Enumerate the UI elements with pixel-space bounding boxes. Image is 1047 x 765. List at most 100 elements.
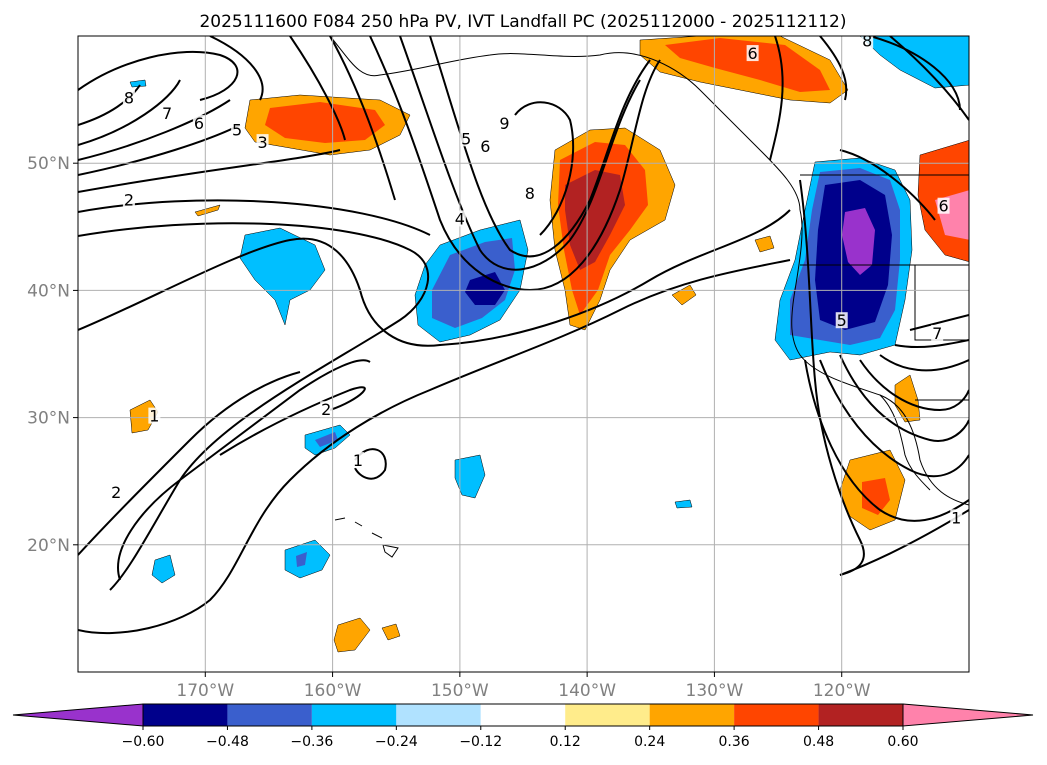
contour-label: 8 — [124, 89, 134, 108]
map-frame — [77, 35, 970, 673]
pv-anomaly-negative-central-core — [465, 272, 505, 305]
contour-label: 8 — [525, 184, 535, 203]
contour-label: 5 — [837, 311, 847, 330]
x-tick-label: 120°W — [813, 681, 871, 701]
colorbar-segment — [649, 704, 735, 726]
contour-line — [839, 354, 969, 442]
pv-anomaly-positive-coastal-small — [754, 235, 775, 253]
pv-anomaly-positive-northeast-core — [665, 38, 830, 92]
colorbar-tick-label: −0.12 — [459, 734, 502, 750]
contour-line — [78, 149, 341, 193]
x-tick-label: 150°W — [431, 681, 489, 701]
colorbar-frame — [142, 703, 904, 727]
contour-label: 2 — [124, 190, 134, 209]
contour-line — [889, 36, 969, 121]
contour-label-bg — [161, 104, 174, 121]
contour-label-bg — [231, 121, 244, 138]
contour-label-bg — [931, 324, 944, 341]
contour-line — [869, 36, 961, 111]
contour-line — [78, 124, 241, 176]
y-axis-ticks: 20°N 30°N 40°N 50°N — [27, 154, 78, 556]
contour-label: 5 — [461, 129, 471, 148]
contour-line — [78, 371, 301, 556]
pv-anomaly-negative-near-hawaii — [284, 539, 331, 579]
coastline-alaska — [329, 36, 801, 211]
contour-label: 2 — [321, 400, 331, 419]
colorbar-tick-label: 0.60 — [887, 734, 918, 750]
coastlines — [329, 36, 969, 558]
pv-anomaly-negative-west-small — [151, 554, 176, 584]
contour-line — [804, 359, 969, 522]
contour-line — [429, 36, 651, 258]
x-tick-label: 130°W — [686, 681, 744, 701]
x-tick-label: 140°W — [558, 681, 616, 701]
contour-line — [879, 354, 969, 372]
colorbar-segment — [818, 704, 903, 726]
contour-line — [354, 448, 387, 480]
map-background — [78, 36, 969, 672]
contour-line — [894, 339, 969, 349]
coastline-hawaii-1 — [334, 517, 399, 558]
colorbar-segment — [565, 704, 650, 726]
contour-label-bg — [110, 483, 123, 500]
contour-line — [78, 99, 231, 161]
colorbar-tick-label: 0.36 — [719, 734, 750, 750]
colorbar-tick-label: 0.24 — [634, 734, 665, 750]
contour-label-bg — [523, 185, 536, 201]
contour-label-bg — [192, 115, 205, 132]
contour-label: 4 — [455, 209, 465, 228]
colorbar-tick-label: −0.60 — [122, 734, 165, 750]
pv-anomaly-positive-central-core — [565, 170, 625, 270]
contour-label: 6 — [480, 137, 490, 156]
x-tick-label: 170°W — [176, 681, 234, 701]
x-tick-label: 160°W — [304, 681, 362, 701]
contour-line — [78, 79, 181, 146]
colorbar-tick-label: −0.36 — [290, 734, 333, 750]
chart-title: 2025111600 F084 250 hPa PV, IVT Landfall… — [199, 12, 846, 32]
contour-label: 2 — [111, 483, 121, 502]
contour-label-bg — [835, 312, 848, 329]
pv-anomaly-negative-west-coast-core — [842, 208, 875, 275]
pv-filled-contours — [129, 36, 969, 653]
contour-line — [819, 359, 969, 478]
colorbar-segment — [480, 704, 566, 726]
contour-label-bg — [122, 191, 135, 208]
contour-label: 5 — [232, 120, 242, 139]
colorbar-segment — [396, 704, 481, 726]
contour-line — [399, 36, 641, 271]
contour-label-bg — [950, 509, 963, 526]
contour-line — [78, 209, 791, 347]
colorbar-tick-label: 0.12 — [550, 734, 581, 750]
pv-anomaly-negative-near-hawaii-core — [296, 552, 307, 567]
pv-anomaly-positive-hawaii-south-small — [381, 623, 401, 641]
x-axis-ticks: 170°W 160°W 150°W 140°W 130°W 120°W — [176, 672, 871, 701]
contour-label-bg — [148, 407, 161, 424]
colorbar-extend-low — [12, 703, 144, 727]
contour-line — [839, 149, 936, 221]
colorbar-segment — [311, 704, 397, 726]
colorbar: −0.60 −0.48 −0.36 −0.24 −0.12 0.12 0.24 0.36 0.4… — [12, 703, 1034, 750]
map-gridlines — [78, 36, 969, 672]
colorbar-segment — [734, 704, 819, 726]
contour-line — [219, 386, 366, 456]
colorbar-segment — [143, 704, 228, 726]
pv-anomaly-positive-subtropical-core — [862, 478, 890, 515]
contour-label-bg — [746, 45, 759, 62]
colorbar-tick-label: −0.24 — [375, 734, 418, 750]
contour-line — [78, 222, 429, 591]
colorbar-tick-label: −0.48 — [206, 734, 249, 750]
state-borders — [800, 174, 969, 401]
pv-anomaly-positive-west-streak — [194, 204, 221, 217]
colorbar-tick-label: 0.48 — [803, 734, 834, 750]
contour-label: 1 — [149, 407, 159, 426]
pv-anomaly-positive-hawaii-south — [333, 617, 371, 653]
contour-label: 7 — [932, 324, 942, 343]
contour-line — [78, 50, 239, 101]
pv-anomaly-negative-east-subtropical-small — [674, 499, 693, 509]
contour-line — [117, 359, 371, 581]
y-tick-label: 20°N — [27, 536, 70, 556]
y-tick-label: 30°N — [27, 409, 70, 429]
